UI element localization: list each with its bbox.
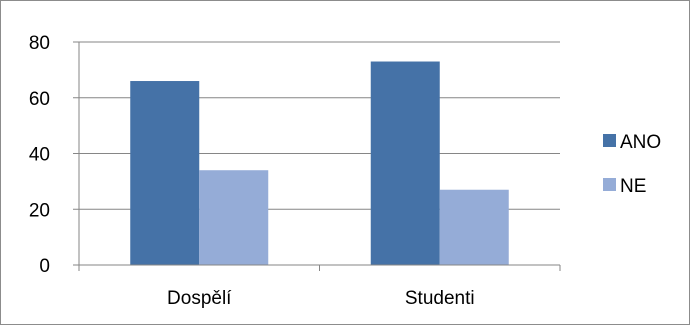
legend-label: NE [620, 176, 646, 197]
legend: ANO NE [603, 132, 661, 197]
y-tick-labels: 0 20 40 60 80 [29, 33, 50, 277]
bars [130, 61, 509, 266]
legend-swatch [603, 134, 616, 147]
x-category-label: Dospělí [167, 288, 232, 309]
axes [73, 41, 561, 271]
y-tick-label: 60 [29, 89, 50, 110]
y-tick-label: 40 [29, 145, 50, 166]
y-tick-label: 80 [29, 33, 50, 54]
x-category-label: Studenti [405, 288, 475, 309]
y-tick-label: 20 [29, 200, 50, 221]
x-category-labels: Dospělí Studenti [167, 288, 475, 309]
bar-ne-0 [199, 170, 269, 265]
bar-ano-1 [370, 61, 440, 266]
bar-ne-1 [439, 189, 509, 265]
legend-label: ANO [620, 132, 661, 153]
y-tick-label: 0 [39, 256, 50, 277]
legend-swatch [603, 178, 616, 191]
bar-ano-0 [130, 81, 200, 266]
